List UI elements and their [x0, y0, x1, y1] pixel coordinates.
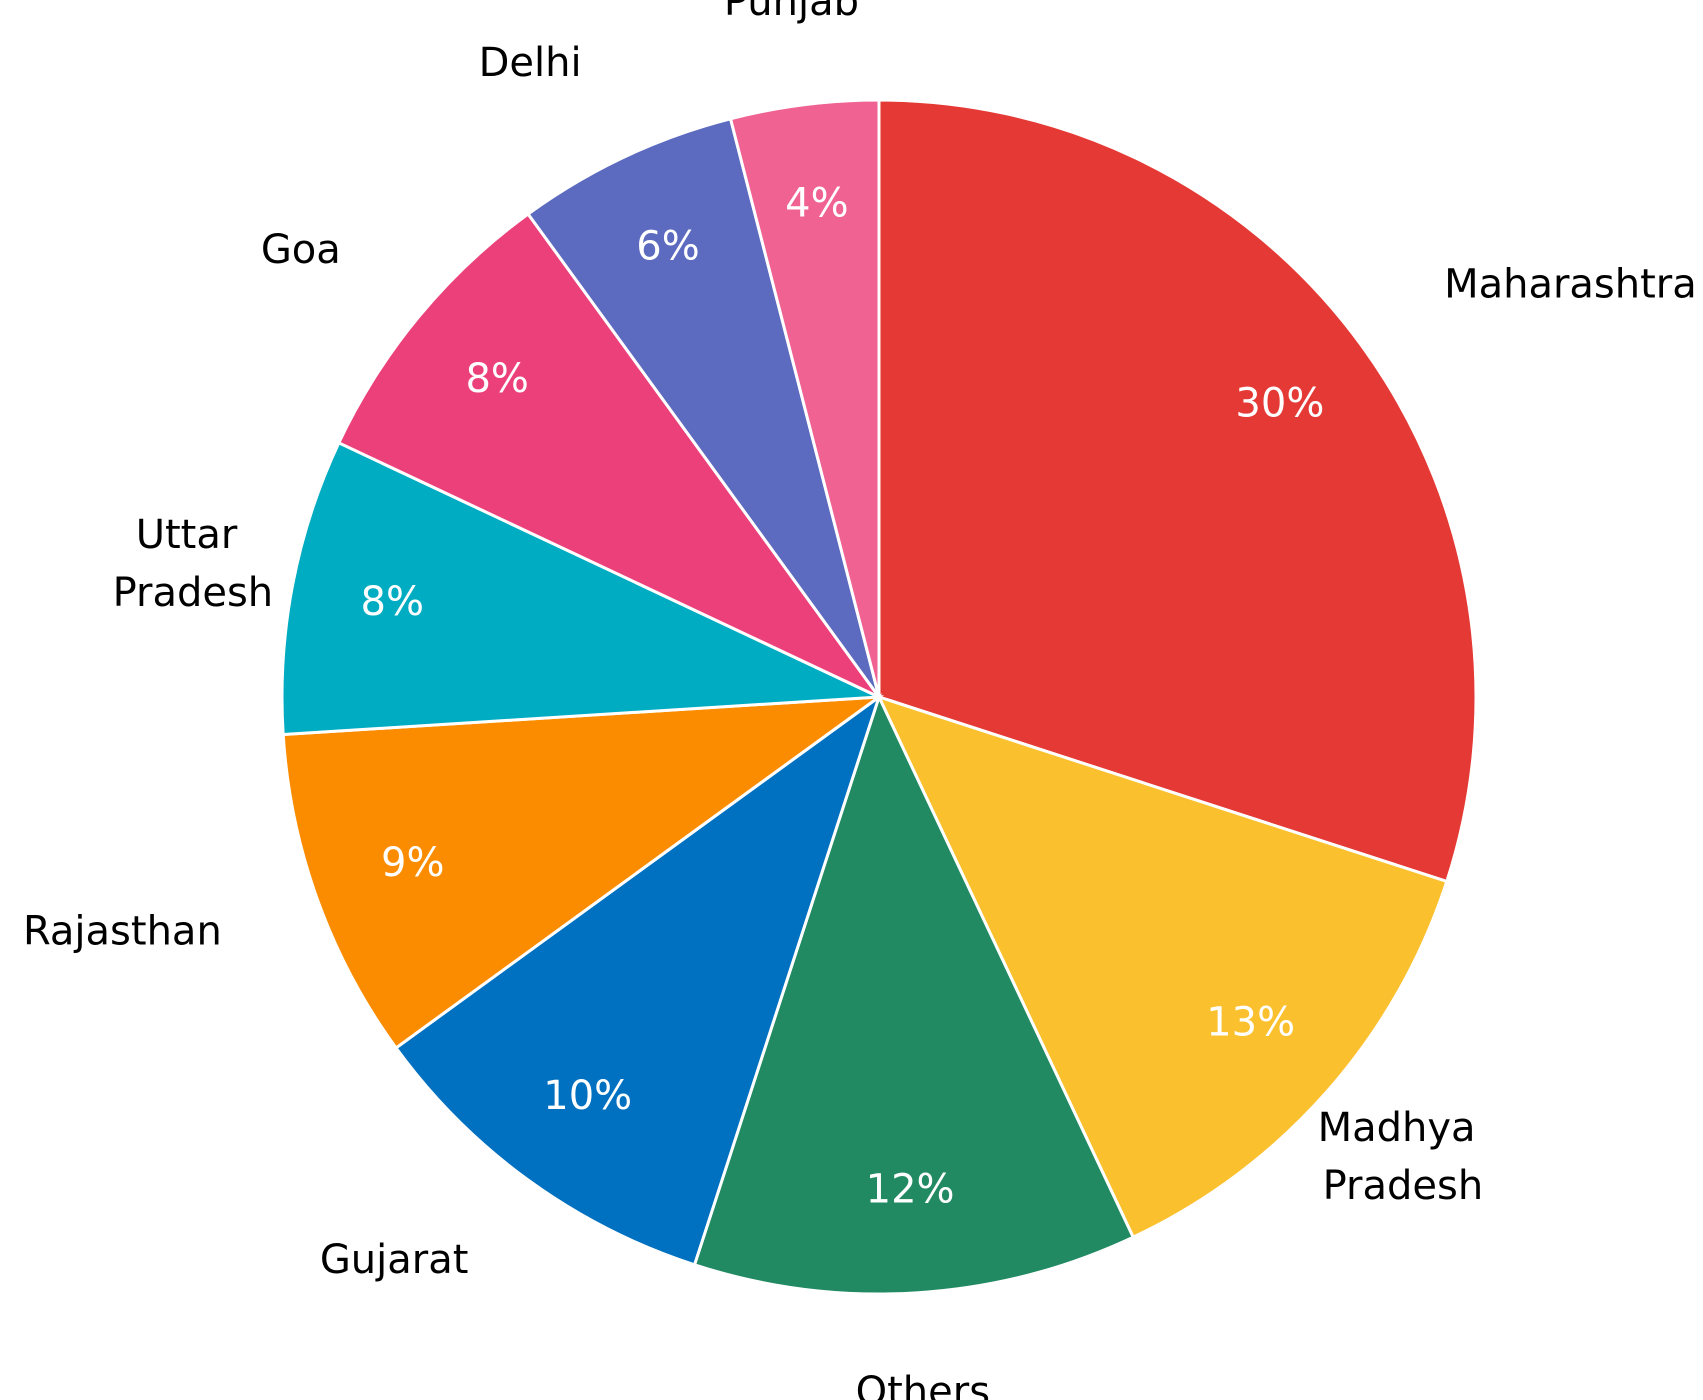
- pie-slice: [692, 692, 1136, 1296]
- pie-slice: [525, 116, 881, 698]
- category-label: Maharashtra: [1444, 261, 1697, 307]
- value-label: 30%: [1235, 381, 1324, 427]
- pie-slice: [281, 695, 885, 1051]
- category-label: Goa: [261, 227, 341, 273]
- value-label: 8%: [361, 579, 424, 625]
- pie-slice: [336, 211, 881, 699]
- value-label: 12%: [866, 1167, 955, 1213]
- category-label: Delhi: [479, 40, 582, 86]
- category-label: Uttar Pradesh: [113, 512, 274, 616]
- pie-slice: [393, 693, 882, 1267]
- category-label: Punjab: [724, 0, 859, 25]
- pie-slice: [280, 440, 880, 737]
- value-label: 9%: [381, 840, 444, 886]
- value-label: 8%: [465, 356, 528, 402]
- category-label: Others: [856, 1369, 990, 1400]
- category-label: Gujarat: [320, 1237, 469, 1283]
- category-label: Madhya Pradesh: [1318, 1105, 1489, 1209]
- pie-slice: [728, 98, 881, 698]
- category-label: Rajasthan: [23, 909, 222, 955]
- pie-slice: [876, 694, 1449, 1240]
- value-label: 13%: [1206, 1000, 1295, 1046]
- value-label: 4%: [785, 180, 848, 226]
- value-label: 10%: [543, 1073, 632, 1119]
- pie-slice: [877, 98, 1478, 884]
- value-label: 6%: [636, 224, 699, 270]
